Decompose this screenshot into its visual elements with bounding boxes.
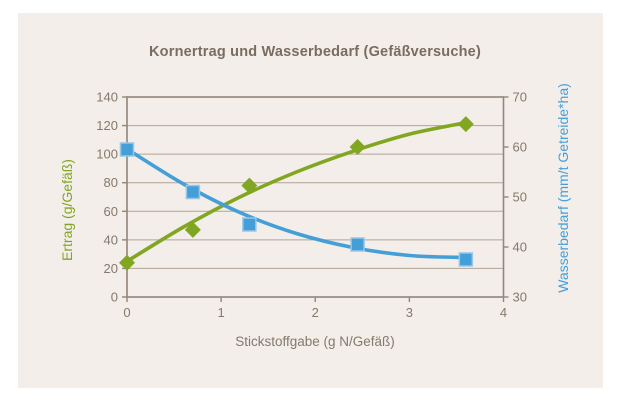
wasserbedarf-data-point (185, 184, 201, 200)
right-axis-tick-label: 60 (513, 140, 527, 155)
ertrag-data-point (241, 177, 258, 194)
left-axis-tick-label: 20 (104, 261, 118, 276)
left-axis-tick-label: 60 (104, 204, 118, 219)
left-axis-tick-label: 100 (96, 147, 118, 162)
chart-title: Kornertrag und Wasserbedarf (Gefäßversuc… (149, 44, 481, 60)
ertrag-trend-curve (125, 120, 468, 264)
left-axis-tick-label: 140 (96, 90, 118, 105)
right-axis-tick-label: 70 (513, 90, 527, 105)
right-axis-tick-label: 30 (513, 290, 527, 305)
wasserbedarf-data-point (119, 142, 135, 157)
ertrag-data-point (457, 116, 474, 133)
right-axis-tick-label: 50 (513, 190, 527, 205)
x-axis-tick-label: 4 (500, 305, 507, 320)
right-axis-tick-label: 40 (513, 240, 527, 255)
x-axis-label: Stickstoffgabe (g N/Gefäß) (235, 334, 395, 349)
ertrag-data-point (184, 221, 201, 238)
wasserbedarf-data-point (350, 237, 365, 252)
wasserbedarf-trend-curve (125, 147, 468, 260)
wasserbedarf-data-point (458, 252, 474, 267)
left-axis-tick-label: 120 (96, 118, 118, 133)
x-axis-tick-label: 1 (218, 305, 225, 320)
chart-card (18, 13, 603, 388)
left-axis-tick-label: 80 (104, 175, 118, 190)
ertrag-data-point (349, 139, 366, 155)
wasserbedarf-data-point (242, 217, 257, 232)
left-axis-tick-label: 0 (111, 290, 118, 305)
x-axis-tick-label: 2 (312, 305, 319, 320)
x-axis-tick-label: 3 (406, 305, 413, 320)
ertrag-data-point (119, 254, 135, 271)
x-axis-tick-label: 0 (123, 305, 130, 320)
left-axis-tick-label: 40 (104, 232, 118, 247)
